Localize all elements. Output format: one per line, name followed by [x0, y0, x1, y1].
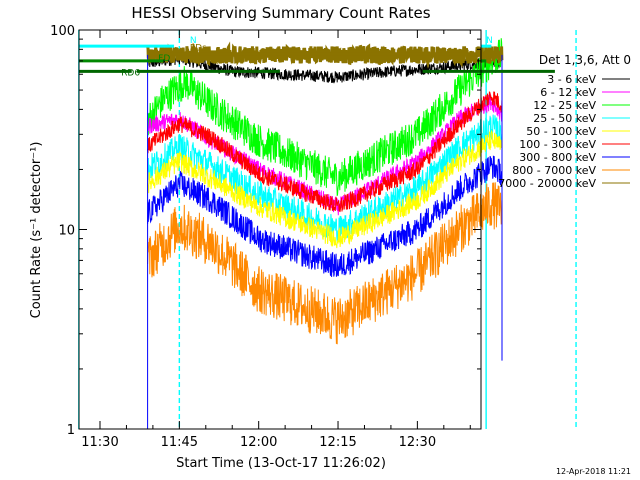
legend-label-7: 800 - 7000 keV	[512, 164, 596, 177]
annotation-2: FD	[158, 54, 170, 64]
legend-label-2: 12 - 25 keV	[533, 99, 596, 112]
chart-title: HESSI Observing Summary Count Rates	[131, 4, 430, 22]
series-line-5	[147, 91, 503, 213]
series-line-7	[147, 182, 503, 345]
y-tick-label-0: 1	[67, 423, 75, 438]
legend-label-3: 25 - 50 keV	[533, 112, 596, 125]
x-tick-label-3: 12:15	[319, 435, 356, 450]
series-line-3	[147, 114, 503, 244]
x-tick-label-1: 11:45	[161, 435, 198, 450]
x-axis-label: Start Time (13-Oct-17 11:26:02)	[176, 456, 386, 471]
legend-title: Det 1,3,6, Att 0	[539, 53, 631, 67]
x-tick-label-0: 11:30	[81, 435, 118, 450]
series-line-8	[146, 41, 504, 69]
legend-label-1: 6 - 12 keV	[540, 86, 596, 99]
legend-label-5: 100 - 300 keV	[519, 138, 596, 151]
annotation-1: FDs	[190, 43, 207, 53]
series-line-6	[147, 155, 503, 278]
annotation-3: RD6	[121, 69, 140, 79]
legend-label-8: 7000 - 20000 keV	[498, 177, 596, 190]
annotation-0: N	[190, 36, 197, 46]
y-axis-label: Count Rate (s⁻¹ detector⁻¹)	[29, 142, 44, 319]
y-tick-label-1: 10	[58, 224, 75, 239]
legend-label-4: 50 - 100 keV	[526, 125, 596, 138]
x-tick-label-2: 12:00	[240, 435, 277, 450]
y-tick-label-2: 100	[50, 24, 75, 39]
annotation-4: N	[486, 36, 493, 46]
series-line-4	[147, 129, 503, 249]
legend-label-0: 3 - 6 keV	[547, 73, 596, 86]
legend-label-6: 300 - 800 keV	[519, 151, 596, 164]
x-tick-label-4: 12:30	[399, 435, 436, 450]
series-line-2	[147, 38, 503, 197]
timestamp: 12-Apr-2018 11:21	[556, 467, 631, 476]
